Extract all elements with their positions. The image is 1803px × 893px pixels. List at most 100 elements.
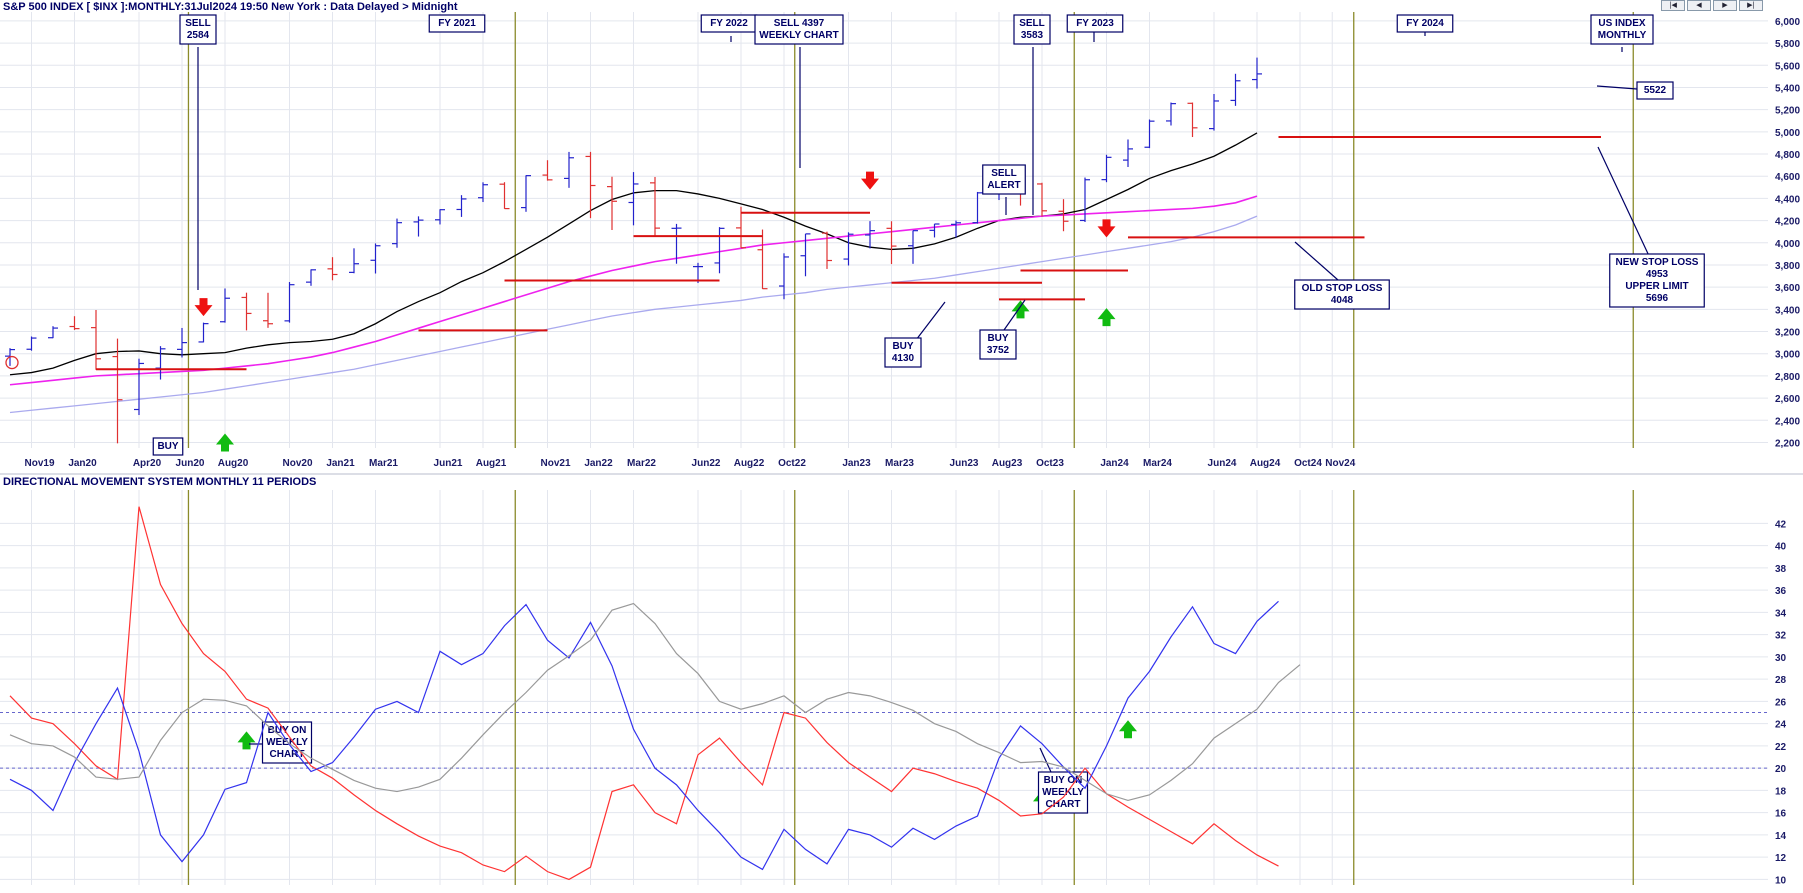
annotation-label-frame: [179, 14, 217, 45]
ohlc-bar: [26, 336, 37, 351]
ohlc-bar: [456, 195, 467, 217]
x-tick-label: Jun21: [434, 458, 463, 469]
annotation-label-text: BUY: [157, 441, 178, 452]
annotation-leader: [1003, 299, 1026, 331]
annotation-label-text: BUY: [892, 341, 913, 352]
annotation-label: FY 2023: [1066, 14, 1124, 33]
annotation-label-frame: [1066, 14, 1124, 33]
ohlc-bar: [564, 151, 574, 188]
dms-panel: 10 12 14 16 18 20 22 24 26 28 30 32 34 36 38 40 42 BUY ON…: [0, 490, 1787, 886]
navigation-buttons: |◀ ◀ ▶ ▶|: [1661, 0, 1763, 11]
x-tick-label: Oct22: [778, 458, 806, 469]
x-tick-label: Mar21: [369, 458, 398, 469]
annotation-label-text: WEEKLY CHART: [759, 30, 838, 41]
prev-icon[interactable]: ◀: [1687, 0, 1711, 11]
last-icon[interactable]: ▶|: [1739, 0, 1763, 11]
sell-arrow-icon: [1097, 219, 1116, 238]
ohlc-bar: [1037, 182, 1047, 217]
y-tick-label: 4,400: [1775, 194, 1800, 205]
ohlc-bar: [779, 253, 789, 300]
ohlc-bar: [413, 216, 424, 237]
annotation-label-text: FY 2021: [438, 18, 476, 29]
dms-title: DIRECTIONAL MOVEMENT SYSTEM MONTHLY 11 P…: [3, 476, 316, 488]
ohlc-bar: [1187, 102, 1198, 138]
annotation-label-text: MONTHLY: [1598, 30, 1647, 41]
dms-y-tick-label: 14: [1775, 831, 1787, 842]
annotation-label-text: OLD STOP LOSS: [1302, 283, 1383, 294]
annotation-leader: [915, 301, 946, 341]
annotation-label: BUY: [152, 437, 184, 456]
y-tick-label: 2,600: [1775, 394, 1800, 405]
ohlc-bar: [1209, 93, 1219, 131]
x-tick-label: Jan24: [1100, 458, 1129, 469]
annotation-label-text: FY 2024: [1406, 18, 1444, 29]
annotation-label-text: ALERT: [987, 180, 1020, 191]
annotation-label-text: 4048: [1331, 295, 1354, 306]
y-tick-label: 4,000: [1775, 239, 1800, 250]
annotation-label-frame: [754, 14, 844, 45]
ohlc-bar: [198, 322, 209, 343]
first-icon[interactable]: |◀: [1661, 0, 1685, 11]
ohlc-bar: [1144, 119, 1155, 149]
annotation-leader: [1597, 146, 1651, 259]
annotation-label-text: US INDEX: [1598, 18, 1646, 29]
y-tick-label: 2,400: [1775, 416, 1800, 427]
ohlc-bar: [284, 282, 295, 323]
ohlc-bar: [886, 221, 897, 265]
annotation-label-text: 3583: [1021, 30, 1044, 41]
x-tick-label: Aug20: [218, 458, 249, 469]
x-tick-label: Nov20: [282, 458, 312, 469]
annotation-leader: [1039, 747, 1052, 773]
x-tick-label: Mar22: [627, 458, 656, 469]
annotation-label-text: WEEKLY: [1042, 787, 1084, 798]
y-tick-label: 5,800: [1775, 39, 1800, 50]
ohlc-bar: [908, 230, 918, 264]
dms-y-tick-label: 16: [1775, 809, 1787, 820]
ohlc-bar: [241, 292, 252, 331]
x-tick-label: Jun23: [950, 458, 979, 469]
ohlc-bar: [951, 220, 961, 238]
annotation-label-frame: [884, 337, 922, 368]
annotation-label-text: 2584: [187, 30, 210, 41]
ohlc-bar: [499, 182, 510, 210]
annotation-label-text: 4953: [1646, 269, 1669, 280]
annotation-label-frame: [1636, 81, 1674, 100]
buy-arrow-icon: [237, 731, 256, 750]
ohlc-bar: [929, 223, 940, 238]
x-tick-label: Jan22: [584, 458, 613, 469]
annotation-label: 5522: [1636, 81, 1674, 100]
ohlc-bar: [972, 191, 983, 224]
annotation-label-frame: [1590, 14, 1654, 45]
ohlc-bar: [1058, 199, 1069, 232]
price-panel: Nov19 Jan20 Apr20 Jun20 Aug20 Nov20 Jan21 Mar21…: [0, 12, 1803, 475]
annotation-label-text: 5696: [1646, 293, 1669, 304]
buy-arrow-icon: [1119, 720, 1137, 739]
dms-series-line: [9, 600, 1279, 871]
annotation-label-frame: [152, 437, 184, 456]
annotation-label-frame: [1037, 771, 1089, 814]
y-tick-label: 5,000: [1775, 128, 1800, 139]
dms-series-line: [9, 506, 1279, 881]
ohlc-bar: [822, 231, 832, 269]
next-icon[interactable]: ▶: [1713, 0, 1737, 11]
dms-y-tick-label: 40: [1775, 542, 1787, 553]
ohlc-bar: [843, 232, 854, 266]
x-tick-label: Jun20: [176, 458, 205, 469]
dms-y-tick-label: 42: [1775, 519, 1787, 530]
ohlc-bar: [1123, 139, 1133, 167]
ohlc-bar: [1166, 102, 1176, 126]
annotation-label-text: NEW STOP LOSS: [1616, 257, 1699, 268]
ohlc-bar: [628, 172, 639, 226]
dms-y-tick-label: 30: [1775, 653, 1787, 664]
y-tick-label: 4,800: [1775, 150, 1800, 161]
ohlc-bar: [521, 175, 531, 212]
ohlc-bar: [478, 182, 488, 203]
y-tick-label: 2,800: [1775, 372, 1800, 383]
